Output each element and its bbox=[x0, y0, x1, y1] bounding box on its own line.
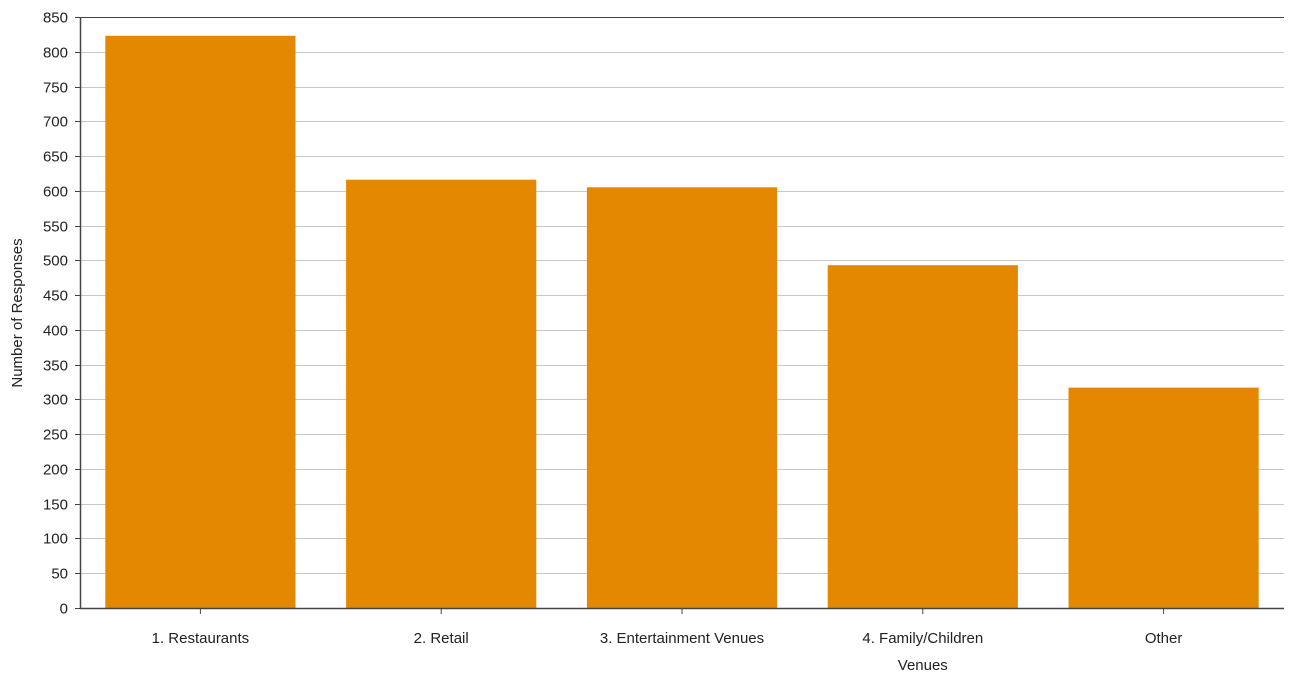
bar bbox=[586, 187, 778, 609]
bar bbox=[1068, 387, 1259, 608]
axes bbox=[75, 17, 1284, 614]
x-category-label: 3. Entertainment Venues bbox=[600, 630, 764, 647]
y-tick-label: 800 bbox=[43, 45, 68, 62]
y-tick-label: 450 bbox=[43, 288, 68, 305]
y-tick-label: 700 bbox=[43, 114, 68, 131]
bar bbox=[346, 179, 537, 608]
x-category-label: Other bbox=[1145, 630, 1183, 647]
y-axis-title: Number of Responses bbox=[9, 238, 26, 387]
y-tick-labels: 0 50 100 150 200 250 300 350 400 450 500 550 600 650 7… bbox=[43, 10, 68, 618]
bar bbox=[827, 265, 1018, 608]
y-tick-label: 100 bbox=[43, 531, 68, 548]
y-tick-label: 500 bbox=[43, 253, 68, 270]
y-tick-label: 650 bbox=[43, 149, 68, 166]
y-tick-label: 850 bbox=[43, 10, 68, 27]
y-tick-label: 250 bbox=[43, 427, 68, 444]
y-tick-label: 350 bbox=[43, 358, 68, 375]
y-tick-label: 0 bbox=[60, 601, 68, 618]
y-tick-label: 150 bbox=[43, 497, 68, 514]
x-category-labels: 1. Restaurants 2. Retail 3. Entertainment … bbox=[152, 630, 1183, 674]
x-category-label: 4. Family/Children bbox=[862, 630, 983, 647]
y-tick-label: 200 bbox=[43, 462, 68, 479]
bar bbox=[105, 35, 296, 609]
y-tick-label: 750 bbox=[43, 80, 68, 97]
y-tick-label: 600 bbox=[43, 184, 68, 201]
x-category-label: 2. Retail bbox=[414, 630, 469, 647]
y-tick-label: 50 bbox=[51, 566, 68, 583]
y-tick-label: 550 bbox=[43, 219, 68, 236]
x-category-label: 1. Restaurants bbox=[152, 630, 250, 647]
bars bbox=[105, 35, 1259, 609]
x-category-label: Venues bbox=[898, 657, 948, 674]
y-tick-label: 300 bbox=[43, 392, 68, 409]
y-tick-label: 400 bbox=[43, 323, 68, 340]
